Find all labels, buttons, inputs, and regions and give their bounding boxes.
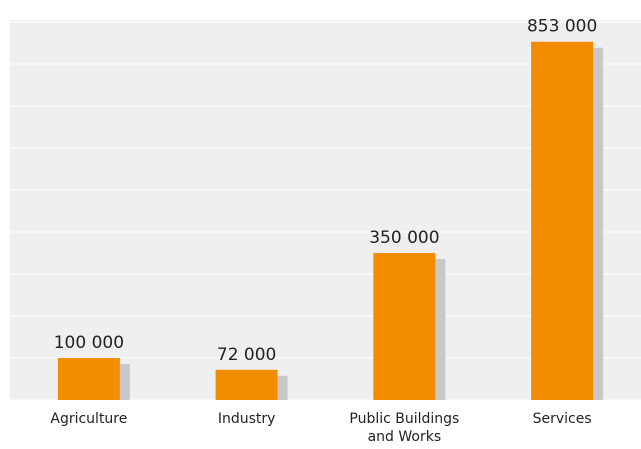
- value-label: 350 000: [369, 228, 439, 248]
- x-tick-label: Services: [532, 411, 592, 427]
- bar-shadow: [277, 375, 288, 400]
- bar: [57, 358, 120, 400]
- x-tick-label: Agriculture: [50, 411, 128, 427]
- x-tick-label: Public Buildings and Works: [349, 411, 460, 445]
- value-label: 853 000: [527, 17, 597, 37]
- value-label: 100 000: [54, 333, 124, 353]
- bar-shadow: [435, 259, 446, 400]
- bar: [373, 253, 436, 400]
- value-label: 72 000: [217, 345, 276, 365]
- x-tick-label: Industry: [217, 411, 276, 427]
- bar: [215, 369, 278, 400]
- bar-shadow: [593, 47, 604, 401]
- bar: [531, 41, 594, 401]
- bar-shadow: [119, 364, 130, 400]
